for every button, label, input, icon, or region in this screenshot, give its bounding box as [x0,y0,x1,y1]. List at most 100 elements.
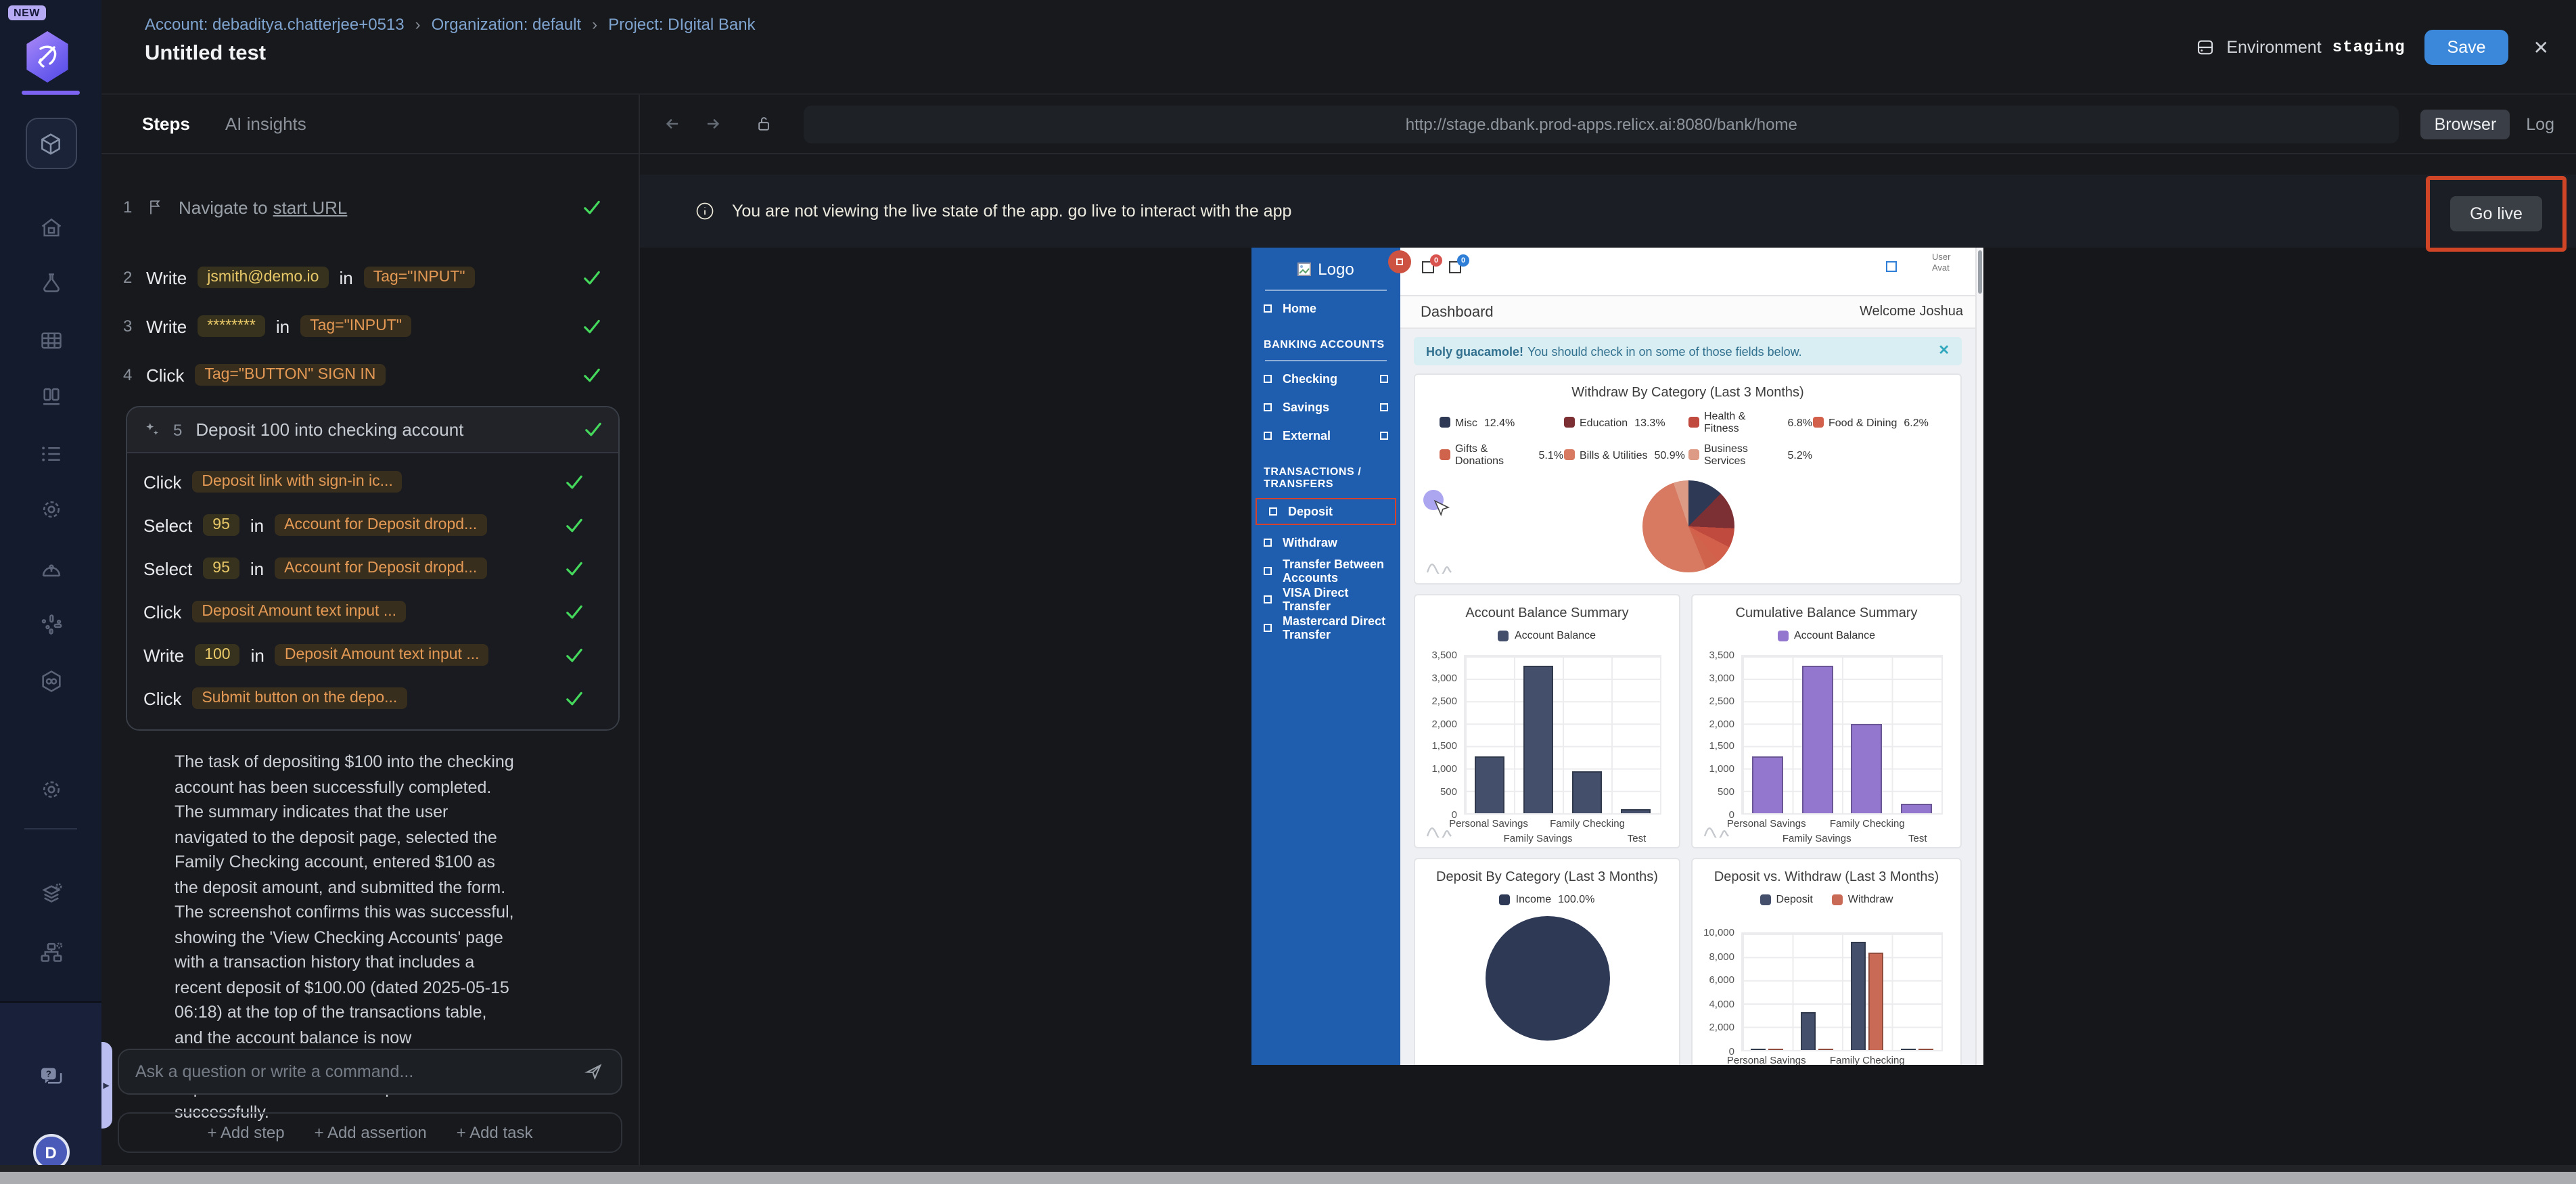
sub-step-row[interactable]: Click Deposit Amount text input ... [143,594,602,629]
rail-cube-icon[interactable] [25,118,76,169]
legend-item: Business Services 5.2% [1688,442,1812,467]
legend-item: Withdraw [1831,893,1893,905]
rail-sitemap-gear-icon[interactable] [38,939,64,965]
back-arrow-icon[interactable] [662,112,685,135]
legend-item: Bills & Utilities 50.9% [1563,442,1688,467]
broken-image-icon [1264,567,1272,575]
app-replay-frame: Logo Home BANKING ACCOUNTS Checking Savings… [1251,248,1983,1065]
sub-step-row[interactable]: Click Submit button on the depo... [143,681,602,716]
plot-area [1741,932,1943,1051]
step-target-badge: Account for Deposit dropd... [275,557,487,579]
bar-group [1793,656,1843,813]
add-assertion-button[interactable]: + Add assertion [314,1123,427,1142]
sub-step-row[interactable]: Select 95 in Account for Deposit dropd... [143,551,602,586]
sub-step-row[interactable]: Click Deposit link with sign-in ic... [143,464,602,499]
success-check-icon [584,367,600,382]
rail-accent-underline [22,91,80,95]
broken-image-icon [1297,263,1312,276]
bar [1868,953,1883,1050]
step-number: 2 [123,268,133,287]
broken-image-icon [1380,403,1388,411]
bar [1851,724,1883,813]
rail-cards-icon[interactable] [38,384,64,410]
y-axis: 3,500 3,000 2,500 2,000 1,500 1,000 500 0 [1417,649,1457,821]
bar [1523,666,1554,813]
legend-label: Account Balance [1793,629,1876,641]
breadcrumb-account[interactable]: Account: debaditya.chatterjee+0513 [145,15,405,34]
step-number: 3 [123,317,133,336]
legend-label: Account Balance [1514,629,1596,641]
step-target-badge: Account for Deposit dropd... [275,514,487,536]
add-task-button[interactable]: + Add task [456,1123,533,1142]
x-tick-label: Family Checking [1829,1054,1905,1065]
legend-label: Education [1580,416,1628,428]
rail-arch-icon[interactable] [38,555,64,580]
step-target-badge: Submit button on the depo... [192,687,407,709]
close-icon[interactable]: ✕ [2533,36,2549,58]
step-link[interactable]: start URL [273,197,348,217]
page-title[interactable]: Untitled test [145,42,267,65]
y-tick-label: 1,000 [1431,762,1457,775]
url-bar[interactable]: http://stage.dbank.prod-apps.relicx.ai:8… [804,105,2399,143]
rail-layers-gear-icon[interactable] [38,881,64,907]
broken-image-icon [1264,539,1272,547]
rail-flask-icon[interactable] [38,271,64,296]
rail-checklist-icon[interactable] [38,441,64,467]
tab-browser[interactable]: Browser [2420,109,2510,139]
bar [1850,941,1866,1050]
tab-ai-insights[interactable]: AI insights [225,114,306,134]
step-action: Select [143,558,193,578]
user-avatar[interactable]: D [32,1134,69,1170]
step-group-header[interactable]: 5 Deposit 100 into checking account [127,407,618,453]
app-logo-icon[interactable] [26,31,68,83]
y-tick-label: 500 [1440,785,1457,798]
step-row[interactable]: 2 Write jsmith@demo.io in Tag="INPUT" [123,260,620,295]
rail-settings-gear-icon[interactable] [38,777,64,802]
panel-collapse-handle[interactable]: ▶ [100,1042,112,1129]
legend-label: Bills & Utilities [1580,449,1648,461]
legend-label: Business Services [1704,442,1748,467]
breadcrumb-organization[interactable]: Organization: default [431,15,582,34]
tab-steps[interactable]: Steps [142,114,190,134]
annotation-highlight-box: Deposit [1256,498,1396,525]
breadcrumb-project[interactable]: Project: DIgital Bank [608,15,756,34]
sub-step-row[interactable]: Write 100 in Deposit Amount text input ... [143,637,602,673]
sub-step-row[interactable]: Select 95 in Account for Deposit dropd... [143,507,602,543]
environment-icon [2194,37,2215,58]
rail-gear-icon[interactable] [38,497,64,522]
add-step-button[interactable]: + Add step [207,1123,285,1142]
rail-grid-icon[interactable] [38,327,64,353]
y-tick-label: 1,500 [1431,739,1457,752]
withdraw-pie-chart [1642,480,1734,572]
save-button[interactable]: Save [2424,30,2509,65]
command-input[interactable] [135,1062,583,1081]
legend-item: Deposit [1760,893,1813,905]
bar [1474,756,1505,813]
y-tick-label: 0 [1451,809,1457,821]
y-tick-label: 500 [1717,785,1734,798]
environment-selector[interactable]: Environment staging [2194,37,2405,58]
legend-swatch [1812,417,1823,428]
send-icon[interactable] [583,1061,605,1083]
scrollbar-thumb[interactable] [1978,250,1982,294]
go-live-button[interactable]: Go live [2450,196,2543,231]
rail-help-chat-icon[interactable]: ? [37,1064,65,1091]
forward-arrow-icon[interactable] [701,112,724,135]
y-tick-label: 0 [1728,809,1734,821]
tab-log[interactable]: Log [2526,114,2554,133]
legend-item: Account Balance [1498,629,1596,641]
rail-hex-link-icon[interactable] [38,668,64,694]
step-row[interactable]: 1 Navigate to start URL [123,189,620,225]
rail-particles-icon[interactable] [38,612,64,637]
rail-home-icon[interactable] [38,215,64,241]
account-balance-summary-card: Account Balance Summary Account Balance 3,… [1414,594,1680,848]
x-tick-label: Family Checking [1829,817,1905,829]
app-welcome-text: Welcome Joshua [1859,304,1963,319]
step-row[interactable]: 4 Click Tag="BUTTON" SIGN IN [123,357,620,392]
x-tick-label: Family Checking [1550,817,1625,829]
horizontal-scrollbar[interactable] [0,1172,2576,1184]
app-nav-item-home: Home [1251,298,1400,319]
step-row[interactable]: 3 Write ******** in Tag="INPUT" [123,309,620,344]
legend-swatch [1439,417,1450,428]
step-action: Click [143,472,182,492]
